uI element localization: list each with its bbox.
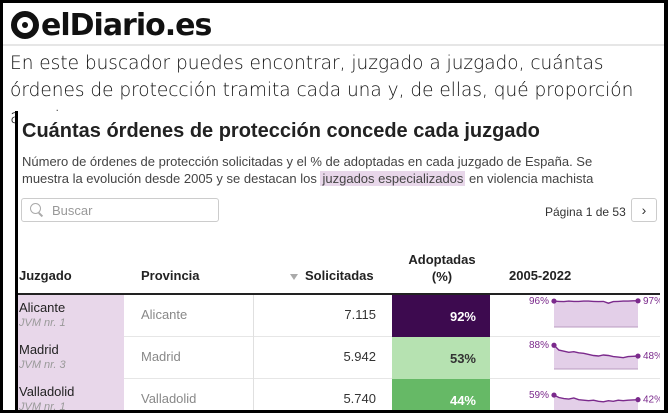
sparkline-start-label: 88% [529, 340, 549, 351]
column-header-adoptadas[interactable]: Adoptadas (%) [408, 252, 476, 284]
column-divider [253, 295, 254, 337]
sort-desc-icon [290, 273, 298, 280]
widget-subtitle: Número de órdenes de protección solicita… [22, 153, 632, 187]
solicitadas-cell: 7.115 [344, 307, 376, 322]
adoptadas-cell: 44% [392, 379, 490, 410]
table-widget: Cuántas órdenes de protección concede ca… [15, 111, 664, 410]
header-divider-line [18, 293, 660, 295]
search-box[interactable] [21, 198, 219, 222]
juzgado-name: Alicante [19, 300, 66, 315]
sparkline-line [553, 344, 639, 359]
sparkline-end-dot [635, 397, 641, 403]
subtitle-text: Número de órdenes de protección solicita… [22, 154, 593, 186]
table-row[interactable]: Madrid JVM nr. 3 Madrid 5.942 53% 88% 48% [18, 337, 660, 379]
sparkline-area [554, 345, 638, 369]
logo-text: elDiario.es [41, 7, 212, 43]
logo-icon [11, 11, 39, 39]
juzgado-type: JVM nr. 1 [19, 317, 66, 329]
sparkline-area [554, 395, 638, 410]
widget-title: Cuántas órdenes de protección concede ca… [22, 120, 540, 142]
juzgado-type: JVM nr. 3 [19, 359, 66, 371]
sparkline-start-dot [551, 392, 557, 398]
solicitadas-cell: 5.942 [343, 349, 376, 364]
search-icon [30, 203, 44, 217]
sparkline-line [553, 394, 639, 403]
column-header-solicitadas[interactable]: Solicitadas [290, 268, 374, 283]
sparkline-start-label: 59% [529, 390, 549, 401]
sparkline-end-dot [635, 353, 641, 359]
sparkline-start-dot [551, 342, 557, 348]
sparkline-end-label: 42% [643, 395, 660, 406]
table-row[interactable]: Alicante JVM nr. 1 Alicante 7.115 92% 96… [18, 295, 660, 337]
column-header-juzgado[interactable]: Juzgado [19, 268, 72, 283]
search-input[interactable] [52, 202, 212, 218]
juzgado-name: Valladolid [19, 384, 75, 399]
column-header-solicitadas-label: Solicitadas [305, 268, 374, 283]
chevron-right-icon: › [641, 202, 647, 218]
sparkline: 59% 42% [529, 390, 660, 410]
sparkline: 96% 97% [529, 296, 660, 328]
provincia-cell: Madrid [141, 349, 181, 364]
sparkline-area [554, 300, 638, 327]
sparkline-end-label: 48% [643, 351, 660, 362]
juzgado-name: Madrid [19, 342, 59, 357]
subtitle-highlight: juzgados especializados [320, 171, 466, 186]
column-divider [253, 337, 254, 379]
adoptadas-cell: 92% [392, 295, 490, 337]
page-frame: elDiario.es En este buscador puedes enco… [3, 3, 664, 410]
pagination-label: Página 1 de 53 [545, 205, 626, 219]
sparkline-line [553, 300, 638, 304]
juzgado-cell: Valladolid JVM nr. 1 [18, 379, 124, 410]
sparkline-end-label: 97% [643, 296, 660, 307]
table-row[interactable]: Valladolid JVM nr. 1 Valladolid 5.740 44… [18, 379, 660, 410]
column-header-evolucion[interactable]: 2005-2022 [509, 268, 572, 283]
juzgado-type: JVM nr. 1 [19, 401, 66, 410]
juzgado-cell: Alicante JVM nr. 1 [18, 295, 124, 337]
juzgado-cell: Madrid JVM nr. 3 [18, 337, 124, 379]
next-page-button[interactable]: › [631, 198, 657, 222]
sparkline: 88% 48% [529, 340, 660, 370]
column-divider [253, 379, 254, 410]
subtitle-text-end: en violencia machista [469, 171, 594, 186]
logo[interactable]: elDiario.es [11, 7, 212, 43]
adoptadas-cell: 53% [392, 337, 490, 379]
solicitadas-cell: 5.740 [343, 391, 376, 406]
provincia-cell: Alicante [141, 307, 188, 322]
sparkline-end-dot [635, 298, 641, 304]
sparkline-start-dot [551, 298, 557, 304]
header-divider [3, 44, 664, 46]
provincia-cell: Valladolid [141, 391, 197, 406]
column-header-provincia[interactable]: Provincia [141, 268, 200, 283]
sparkline-start-label: 96% [529, 296, 549, 307]
